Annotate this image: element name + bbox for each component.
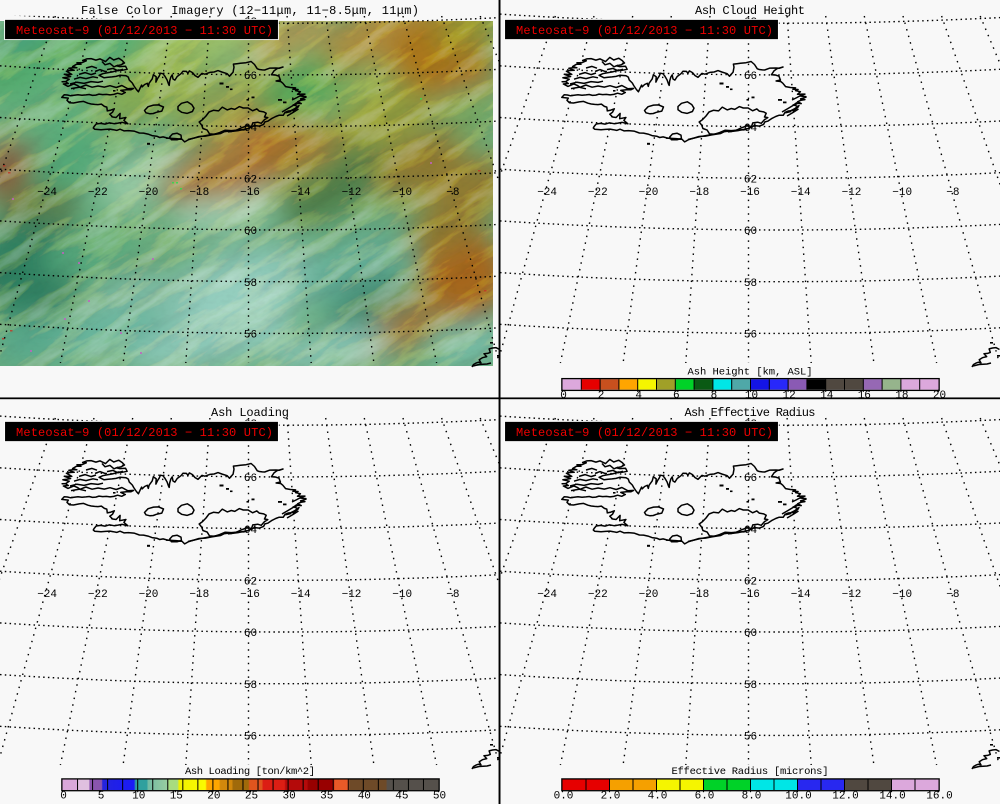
svg-text:20: 20: [933, 390, 946, 402]
svg-text:−16: −16: [740, 187, 760, 199]
svg-text:14.0: 14.0: [879, 791, 905, 803]
svg-text:25: 25: [245, 791, 258, 803]
svg-text:Meteosat−9 (01/12/2013 − 11:3: Meteosat−9 (01/12/2013 − 11:30 UTC): [516, 24, 773, 38]
svg-text:0: 0: [60, 791, 67, 803]
svg-text:Ash Height [km, ASL]: Ash Height [km, ASL]: [688, 367, 813, 379]
svg-text:60: 60: [744, 628, 757, 640]
svg-text:4: 4: [635, 390, 642, 402]
svg-text:−8: −8: [946, 187, 959, 199]
svg-text:35: 35: [320, 791, 333, 803]
svg-text:−18: −18: [689, 589, 709, 601]
svg-text:40: 40: [358, 791, 371, 803]
svg-text:−20: −20: [639, 589, 659, 601]
svg-text:Effective Radius [microns]: Effective Radius [microns]: [672, 766, 829, 778]
svg-text:62: 62: [244, 577, 257, 589]
svg-text:62: 62: [744, 577, 757, 589]
svg-text:Meteosat−9 (01/12/2013 − 11:3: Meteosat−9 (01/12/2013 − 11:30 UTC): [516, 426, 773, 440]
svg-text:−20: −20: [639, 187, 659, 199]
svg-text:8.0: 8.0: [742, 791, 762, 803]
svg-text:4.0: 4.0: [648, 791, 668, 803]
svg-text:56: 56: [244, 330, 257, 342]
svg-text:Meteosat−9 (01/12/2013 − 11:3: Meteosat−9 (01/12/2013 − 11:30 UTC): [16, 426, 273, 440]
svg-text:8: 8: [711, 390, 718, 402]
svg-text:−22: −22: [88, 187, 108, 199]
svg-text:60: 60: [744, 226, 757, 238]
svg-text:14: 14: [820, 390, 834, 402]
svg-text:58: 58: [744, 278, 757, 290]
svg-text:−16: −16: [240, 589, 260, 601]
svg-text:2: 2: [598, 390, 605, 402]
svg-text:−16: −16: [740, 589, 760, 601]
svg-text:30: 30: [282, 791, 295, 803]
svg-text:Ash Effective Radius: Ash Effective Radius: [685, 406, 816, 420]
svg-text:−22: −22: [588, 589, 608, 601]
svg-text:0: 0: [560, 390, 567, 402]
svg-text:−24: −24: [537, 187, 557, 199]
svg-text:−8: −8: [446, 589, 459, 601]
svg-text:−12: −12: [342, 187, 362, 199]
svg-text:−24: −24: [37, 187, 57, 199]
svg-text:6.0: 6.0: [695, 791, 715, 803]
svg-text:−24: −24: [37, 589, 57, 601]
svg-text:58: 58: [244, 278, 257, 290]
svg-text:10: 10: [745, 390, 758, 402]
svg-text:16: 16: [858, 390, 871, 402]
svg-text:6: 6: [673, 390, 680, 402]
svg-text:5: 5: [98, 791, 105, 803]
svg-text:12: 12: [782, 390, 795, 402]
svg-text:−16: −16: [240, 187, 260, 199]
svg-text:−20: −20: [139, 589, 159, 601]
svg-text:−14: −14: [291, 589, 311, 601]
svg-text:−22: −22: [588, 187, 608, 199]
svg-text:58: 58: [744, 680, 757, 692]
svg-text:56: 56: [744, 732, 757, 744]
svg-text:Ash Loading: Ash Loading: [211, 406, 289, 420]
svg-text:−10: −10: [892, 187, 912, 199]
svg-text:62: 62: [244, 175, 257, 187]
svg-text:66: 66: [244, 71, 257, 83]
svg-text:15: 15: [170, 791, 183, 803]
svg-text:−14: −14: [291, 187, 311, 199]
svg-text:Ash Cloud Height: Ash Cloud Height: [695, 4, 805, 18]
svg-text:−20: −20: [139, 187, 159, 199]
svg-text:−12: −12: [842, 187, 862, 199]
svg-text:−18: −18: [689, 187, 709, 199]
svg-text:62: 62: [744, 175, 757, 187]
svg-text:−8: −8: [446, 187, 459, 199]
svg-text:−10: −10: [892, 589, 912, 601]
svg-text:10.0: 10.0: [785, 791, 811, 803]
svg-text:−8: −8: [946, 589, 959, 601]
svg-text:66: 66: [744, 71, 757, 83]
svg-text:−14: −14: [791, 589, 811, 601]
svg-text:−12: −12: [842, 589, 862, 601]
svg-text:False Color Imagery (12−11μm,: False Color Imagery (12−11μm, 11−8.5μm, …: [81, 4, 419, 18]
svg-text:Ash Loading [ton/km^2]: Ash Loading [ton/km^2]: [185, 766, 315, 778]
svg-text:50: 50: [433, 791, 446, 803]
svg-text:−12: −12: [342, 589, 362, 601]
svg-text:0.0: 0.0: [554, 791, 574, 803]
svg-text:−10: −10: [392, 187, 412, 199]
svg-text:58: 58: [244, 680, 257, 692]
svg-text:−10: −10: [392, 589, 412, 601]
svg-text:60: 60: [244, 226, 257, 238]
svg-text:−22: −22: [88, 589, 108, 601]
svg-text:60: 60: [244, 628, 257, 640]
svg-text:10: 10: [132, 791, 145, 803]
svg-text:−14: −14: [791, 187, 811, 199]
svg-text:66: 66: [244, 473, 257, 485]
svg-text:18: 18: [895, 390, 908, 402]
svg-text:45: 45: [395, 791, 408, 803]
svg-text:−18: −18: [189, 187, 209, 199]
svg-text:−18: −18: [189, 589, 209, 601]
svg-text:66: 66: [744, 473, 757, 485]
svg-text:12.0: 12.0: [832, 791, 858, 803]
svg-text:56: 56: [244, 732, 257, 744]
svg-text:16.0: 16.0: [926, 791, 952, 803]
svg-text:Meteosat−9 (01/12/2013 − 11:3: Meteosat−9 (01/12/2013 − 11:30 UTC): [16, 24, 273, 38]
svg-text:−24: −24: [537, 589, 557, 601]
svg-text:2.0: 2.0: [601, 791, 621, 803]
svg-text:20: 20: [207, 791, 220, 803]
svg-text:56: 56: [744, 330, 757, 342]
